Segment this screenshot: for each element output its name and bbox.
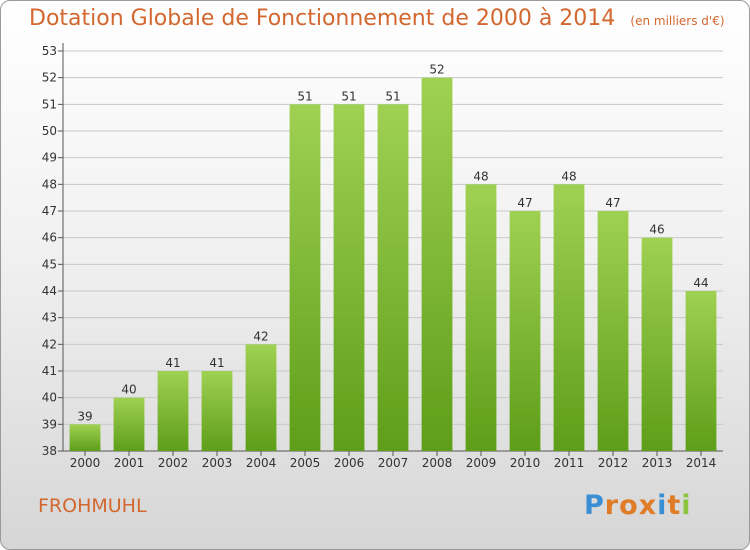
x-tick-label: 2001 [114,456,145,470]
bar-2003 [201,371,233,451]
x-tick-label: 2005 [290,456,321,470]
logo-letter: o [619,490,639,521]
x-tick-label: 2003 [202,456,233,470]
data-label: 51 [341,89,356,103]
logo-letter: i [681,490,692,521]
bar-2008 [421,77,453,452]
x-tick-label: 2012 [598,456,629,470]
y-tick-label: 51 [42,97,57,111]
x-tick-label: 2014 [686,456,717,470]
y-tick-label: 53 [42,44,57,58]
bar-2004 [245,344,277,451]
bar-2000 [69,424,101,451]
bar-2006 [333,104,365,451]
bar-2005 [289,104,321,451]
y-tick-label: 43 [42,311,57,325]
bar-2013 [641,237,673,451]
data-label: 42 [253,329,268,343]
y-tick-label: 47 [42,204,57,218]
y-tick-label: 45 [42,257,57,271]
bar-2001 [113,397,145,451]
bar-2009 [465,184,497,452]
y-tick-label: 48 [42,177,57,191]
bar-2010 [509,211,541,451]
data-label: 44 [693,276,708,290]
data-label: 52 [429,63,444,77]
logo-letter: x [638,490,658,521]
proxiti-logo: Proxiti [584,490,692,521]
data-label: 51 [297,89,312,103]
bar-2014 [685,291,717,451]
data-label: 41 [165,356,180,370]
bars [69,77,717,452]
logo-letter: P [584,490,605,521]
data-label: 46 [649,223,664,237]
data-label: 48 [561,169,576,183]
x-tick-label: 2008 [422,456,453,470]
data-label: 40 [121,383,136,397]
x-tick-label: 2009 [466,456,497,470]
y-tick-label: 40 [42,391,57,405]
logo-letter: r [604,490,620,521]
x-tick-label: 2010 [510,456,541,470]
y-tick-label: 52 [42,71,57,85]
y-tick-label: 49 [42,151,57,165]
y-tick-label: 39 [42,417,57,431]
x-tick-label: 2000 [70,456,101,470]
data-label: 48 [473,169,488,183]
labels: 38 39 40 41 42 43 44 45 46 47 48 49 50 51 52 53 2000 39 20… [42,44,717,470]
x-tick-label: 2013 [642,456,673,470]
y-tick-label: 38 [42,444,57,458]
y-tick-label: 46 [42,231,57,245]
x-tick-label: 2006 [334,456,365,470]
bar-2007 [377,104,409,451]
data-label: 41 [209,356,224,370]
x-tick-label: 2004 [246,456,277,470]
y-tick-label: 44 [42,284,57,298]
y-tick-label: 42 [42,337,57,351]
chart-title: Dotation Globale de Fonctionnement de 20… [29,6,725,31]
data-label: 39 [77,409,92,423]
logo-letter: i [657,490,668,521]
y-tick-label: 41 [42,364,57,378]
bar-2012 [597,211,629,451]
data-label: 51 [385,89,400,103]
data-label: 47 [605,196,620,210]
bar-2002 [157,371,189,451]
commune-name: FROHMUHL [38,495,147,517]
x-tick-label: 2011 [554,456,585,470]
y-tick-label: 50 [42,124,57,138]
data-label: 47 [517,196,532,210]
x-tick-label: 2007 [378,456,409,470]
logo-letter: t [667,490,682,521]
x-tick-label: 2002 [158,456,189,470]
chart-title-text: Dotation Globale de Fonctionnement de 20… [29,6,616,31]
chart-unit-note: (en milliers d'€) [630,14,725,28]
bar-2011 [553,184,585,452]
